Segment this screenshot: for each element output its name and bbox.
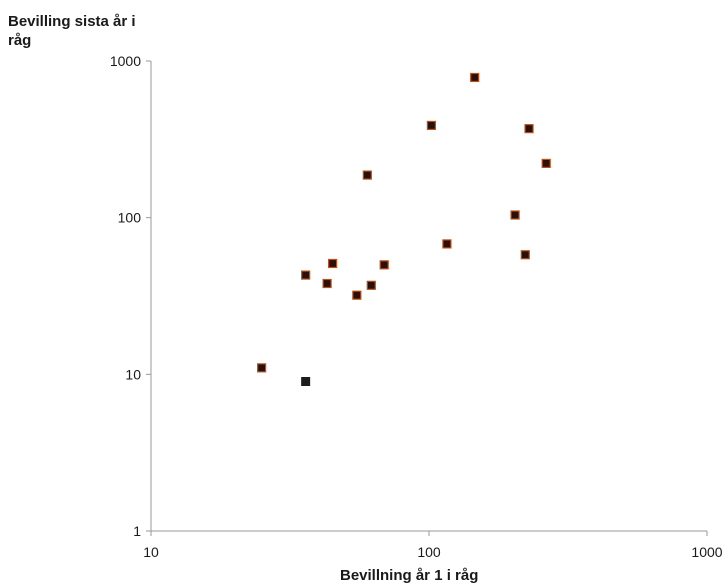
data-point xyxy=(301,377,311,387)
data-point xyxy=(257,363,267,373)
data-point xyxy=(322,278,332,289)
data-point xyxy=(541,158,551,169)
y-tick-label: 100 xyxy=(118,210,142,226)
data-point xyxy=(510,210,520,220)
y-tick-label: 10 xyxy=(125,366,141,382)
x-tick-label: 1000 xyxy=(691,544,722,560)
data-point xyxy=(442,239,452,249)
y-tick-label: 1 xyxy=(133,523,141,539)
x-tick-label: 10 xyxy=(143,544,159,560)
x-axis-ticks: 10 100 1000 xyxy=(143,531,723,560)
y-axis-ticks: 1 10 100 1000 xyxy=(110,53,151,539)
y-axis-label: Bevilling sista år i råg xyxy=(8,13,136,49)
data-point xyxy=(352,290,362,300)
x-axis-label: Bevillning år 1 i råg xyxy=(340,567,479,584)
data-point xyxy=(520,250,530,260)
data-point xyxy=(426,120,436,131)
data-points xyxy=(257,72,551,387)
data-point xyxy=(327,258,338,269)
data-point xyxy=(470,72,480,83)
data-point xyxy=(379,260,389,270)
data-point xyxy=(362,170,372,180)
data-point xyxy=(301,270,311,280)
data-point xyxy=(524,124,534,134)
y-tick-label: 1000 xyxy=(110,53,141,69)
chart-axes xyxy=(150,61,707,532)
x-tick-label: 100 xyxy=(417,544,441,560)
data-point xyxy=(366,280,376,290)
